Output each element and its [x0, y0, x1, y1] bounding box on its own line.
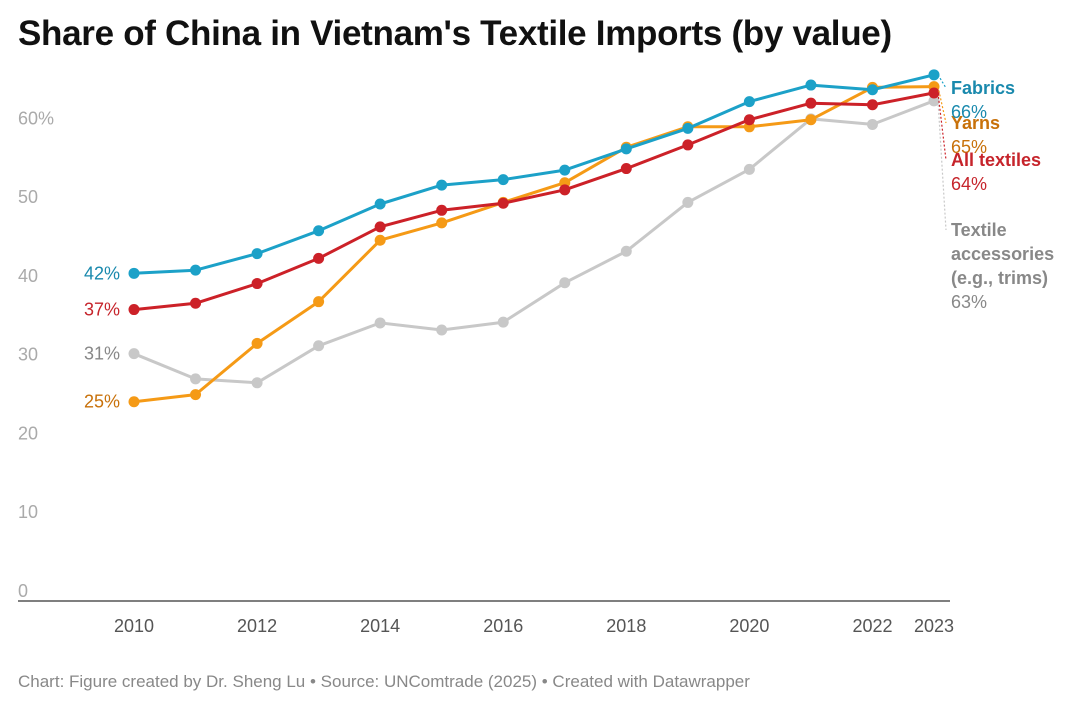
data-point-textile-accessories-e-g-trims: [497, 316, 509, 328]
end-label-name-textile-accessories-e-g-trims: (e.g., trims): [951, 268, 1048, 288]
data-point-yarns: [805, 114, 817, 126]
end-label-value-fabrics: 66%: [951, 102, 987, 122]
data-point-textile-accessories-e-g-trims: [682, 196, 694, 208]
data-point-fabrics: [313, 225, 325, 237]
data-point-all-textiles: [190, 297, 202, 309]
data-point-textile-accessories-e-g-trims: [374, 317, 386, 329]
data-point-yarns: [436, 217, 448, 229]
data-point-textile-accessories-e-g-trims: [436, 324, 448, 336]
end-label-value-textile-accessories-e-g-trims: 63%: [951, 292, 987, 312]
data-point-fabrics: [805, 79, 817, 91]
data-point-yarns: [190, 389, 202, 401]
series-labels: 31% 25% 37% 42% Textile accessories (e.g., tri…: [84, 74, 1054, 412]
data-point-textile-accessories-e-g-trims: [743, 163, 755, 175]
data-point-fabrics: [928, 69, 940, 81]
x-tick-label: 2014: [360, 616, 400, 636]
start-label-all-textiles: 37%: [84, 300, 120, 320]
y-tick-label: 20: [18, 423, 38, 443]
connector-textile-accessories-e-g-trims: [937, 100, 947, 231]
x-axis-ticks: 2010 2012 2014 2016 2018 2020 2022 2023: [114, 616, 954, 636]
series-line-yarns: [132, 85, 936, 404]
end-label-name-yarns: Yarns: [951, 113, 1000, 133]
data-point-fabrics: [190, 264, 202, 276]
data-point-fabrics: [682, 122, 694, 134]
connector-fabrics: [937, 74, 947, 89]
x-tick-label: 2022: [852, 616, 892, 636]
data-point-all-textiles: [313, 252, 325, 264]
data-point-fabrics: [128, 267, 140, 279]
data-point-all-textiles: [374, 221, 386, 233]
y-tick-label: 0: [18, 581, 28, 601]
start-label-fabrics: 42%: [84, 263, 120, 283]
data-point-fabrics: [743, 96, 755, 108]
data-point-textile-accessories-e-g-trims: [251, 377, 263, 389]
end-label-value-all-textiles: 64%: [951, 174, 987, 194]
data-point-textile-accessories-e-g-trims: [620, 245, 632, 257]
data-point-all-textiles: [128, 304, 140, 316]
data-point-textile-accessories-e-g-trims: [928, 95, 940, 107]
end-label-name-fabrics: Fabrics: [951, 78, 1015, 98]
data-point-all-textiles: [928, 87, 940, 99]
data-point-yarns: [128, 396, 140, 408]
data-point-all-textiles: [436, 204, 448, 216]
data-point-fabrics: [620, 143, 632, 155]
data-point-textile-accessories-e-g-trims: [128, 348, 140, 360]
data-point-all-textiles: [620, 163, 632, 175]
y-axis-ticks: 0 10 20 30 40 60% 50: [18, 108, 54, 601]
end-label-name-all-textiles: All textiles: [951, 150, 1041, 170]
series-line-fabrics: [132, 73, 936, 275]
x-tick-label: 2010: [114, 616, 154, 636]
start-label-textile-accessories-e-g-trims: 31%: [84, 344, 120, 364]
data-point-textile-accessories-e-g-trims: [190, 373, 202, 385]
data-point-all-textiles: [805, 97, 817, 109]
y-tick-label: 30: [18, 345, 38, 365]
series-lines: [128, 69, 940, 408]
data-point-textile-accessories-e-g-trims: [559, 277, 571, 289]
data-point-textile-accessories-e-g-trims: [313, 340, 325, 352]
series-line-all-textiles: [132, 91, 936, 312]
x-tick-label: 2012: [237, 616, 277, 636]
data-point-fabrics: [866, 84, 878, 96]
chart-title: Share of China in Vietnam's Textile Impo…: [18, 14, 892, 53]
data-point-yarns: [251, 337, 263, 349]
data-point-fabrics: [251, 248, 263, 260]
data-point-yarns: [374, 234, 386, 246]
end-label-name-textile-accessories-e-g-trims: accessories: [951, 244, 1054, 264]
x-tick-label: 2020: [729, 616, 769, 636]
data-point-fabrics: [497, 174, 509, 186]
data-point-fabrics: [436, 179, 448, 191]
x-tick-label: 2016: [483, 616, 523, 636]
end-label-value-yarns: 65%: [951, 137, 987, 157]
x-tick-label: 2023: [914, 616, 954, 636]
data-point-all-textiles: [251, 278, 263, 290]
end-label-name-textile-accessories-e-g-trims: Textile: [951, 220, 1007, 240]
data-point-all-textiles: [559, 184, 571, 196]
data-point-all-textiles: [682, 139, 694, 151]
y-tick-label: 40: [18, 266, 38, 286]
y-tick-label: 10: [18, 502, 38, 522]
data-point-fabrics: [374, 198, 386, 210]
connector-all-textiles: [937, 92, 947, 161]
data-point-fabrics: [559, 164, 571, 176]
series-line-textile-accessories-e-g-trims: [132, 99, 936, 385]
start-label-yarns: 25%: [84, 392, 120, 412]
data-point-all-textiles: [743, 114, 755, 126]
y-tick-label: 50: [18, 187, 38, 207]
data-point-yarns: [313, 296, 325, 308]
x-tick-label: 2018: [606, 616, 646, 636]
y-tick-label: 60%: [18, 108, 54, 128]
data-point-all-textiles: [866, 99, 878, 111]
data-point-all-textiles: [497, 197, 509, 209]
data-point-textile-accessories-e-g-trims: [866, 118, 878, 130]
chart-footer: Chart: Figure created by Dr. Sheng Lu • …: [18, 672, 750, 691]
